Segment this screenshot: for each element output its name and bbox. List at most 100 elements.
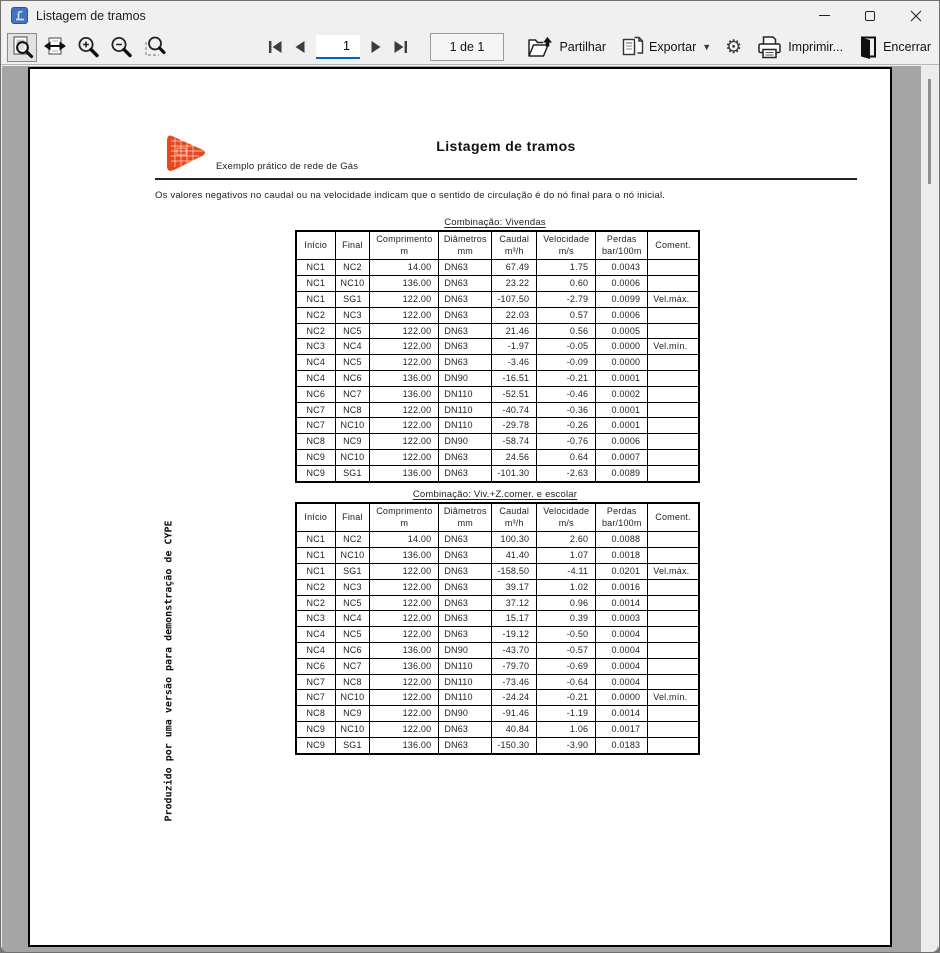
zoom-out-button[interactable]	[106, 33, 136, 62]
zoom-out-icon	[111, 37, 132, 58]
table-cell: 67.49	[491, 259, 538, 277]
table-row: NC8 NC9 122.00 DN90 -58.74 -0.76 0.0006	[295, 433, 700, 450]
report-document: Exemplo prático de rede de Gás Listagem …	[30, 69, 890, 945]
last-page-button[interactable]	[388, 34, 412, 60]
table-cell: NC5	[334, 626, 371, 643]
table-cell: NC6	[334, 641, 371, 659]
zoom-tools	[7, 32, 169, 62]
close-report-label: Encerrar	[883, 40, 931, 54]
export-button[interactable]: Exportar ▼	[620, 35, 711, 59]
table-cell: 0.0004	[595, 657, 649, 675]
close-button[interactable]	[893, 1, 939, 30]
table-cell: 136.00	[369, 464, 440, 483]
next-page-icon	[371, 41, 381, 53]
table-cell	[647, 385, 700, 403]
page-magnifier-icon	[13, 36, 34, 59]
table-cell: NC4	[295, 626, 336, 643]
table-row: NC3 NC4 122.00 DN63 -1.97 -0.05 0.0000 Vel.mín.	[295, 338, 700, 356]
table-cell: Vel.mín.	[647, 689, 700, 707]
table-cell: 0.57	[536, 306, 597, 324]
table-cell: 1.02	[536, 578, 597, 596]
table-cell: NC2	[295, 306, 336, 324]
table-header-row: Início Final Comprimento m Diâmetros mm Caudal…	[295, 502, 700, 533]
table-row: NC4 NC5 122.00 DN63 -19.12 -0.50 0.0004	[295, 626, 700, 643]
print-button[interactable]: Imprimir...	[756, 35, 843, 59]
table-cell: NC10	[334, 448, 371, 466]
toolbar: 1 de 1 Partilhar	[1, 30, 939, 65]
table-cell	[647, 531, 700, 549]
zoom-region-button[interactable]	[139, 33, 169, 62]
table-cell: -101.30	[491, 464, 538, 483]
column-header: Coment.	[647, 502, 700, 533]
table-cell: -158.50	[491, 562, 538, 580]
table-cell: 122.00	[369, 626, 440, 643]
table-cell: -0.76	[536, 433, 597, 450]
table-cell: 122.00	[369, 401, 440, 419]
table-cell: 0.0014	[595, 705, 649, 722]
column-header: Comprimento m	[369, 502, 440, 533]
fit-width-button[interactable]	[40, 33, 70, 62]
zoom-in-icon	[78, 37, 99, 58]
table-cell: 0.0004	[595, 673, 649, 691]
maximize-button[interactable]	[847, 1, 893, 30]
table-cell: 0.0006	[595, 275, 649, 292]
table-cell: 136.00	[369, 547, 440, 564]
vertical-scrollbar[interactable]	[921, 66, 938, 952]
table-cell: DN63	[438, 464, 493, 483]
table-cell: NC7	[295, 673, 336, 691]
table-cell: NC1	[295, 562, 336, 580]
table-cell: DN90	[438, 369, 493, 387]
first-page-button[interactable]	[264, 34, 288, 60]
table-cell: 136.00	[369, 275, 440, 292]
column-header: Início	[295, 502, 336, 533]
table-cell: NC1	[295, 275, 336, 292]
table-cell: NC10	[334, 689, 371, 707]
table-cell: 122.00	[369, 689, 440, 707]
action-buttons: Partilhar Exportar ▼ ⚙	[527, 35, 931, 59]
settings-button[interactable]: ⚙	[725, 38, 742, 57]
preview-zoom-button[interactable]	[7, 32, 37, 62]
export-icon	[622, 36, 644, 56]
table-cell: NC2	[334, 259, 371, 277]
close-report-button[interactable]: Encerrar	[857, 35, 931, 59]
table-cell: DN110	[438, 401, 493, 419]
table-cell	[647, 578, 700, 596]
page-number-input[interactable]	[316, 35, 360, 59]
column-header: Perdas bar/100m	[595, 502, 649, 533]
table-cell: 0.0088	[595, 531, 649, 549]
table-cell: DN63	[438, 338, 493, 356]
column-header: Diâmetros mm	[438, 502, 493, 533]
table-cell: 22.03	[491, 306, 538, 324]
table-cell	[647, 306, 700, 324]
share-label: Partilhar	[559, 40, 606, 54]
table-cell: SG1	[334, 290, 371, 308]
table-cell: 1.75	[536, 259, 597, 277]
gear-icon: ⚙	[725, 36, 743, 58]
table-cell: 0.0183	[595, 736, 649, 755]
table-cell: 122.00	[369, 322, 440, 340]
table-cell: 136.00	[369, 369, 440, 387]
zoom-in-button[interactable]	[73, 33, 103, 62]
table-cell: 0.0001	[595, 369, 649, 387]
table-cell: DN63	[438, 720, 493, 738]
table-cell: NC1	[295, 547, 336, 564]
table-cell: DN90	[438, 641, 493, 659]
maximize-icon	[865, 10, 875, 21]
previous-page-button[interactable]	[288, 34, 312, 60]
table-cell: NC6	[295, 385, 336, 403]
demo-watermark: Produzido por uma versão para demonstraç…	[163, 520, 175, 822]
share-button[interactable]: Partilhar	[527, 36, 606, 58]
next-page-button[interactable]	[364, 34, 388, 60]
table-cell: NC2	[295, 594, 336, 612]
document-note: Os valores negativos no caudal ou na vel…	[155, 190, 666, 201]
table-cell: 122.00	[369, 594, 440, 612]
header-rule	[155, 178, 857, 180]
table-cell: 0.0099	[595, 290, 649, 308]
table-row: NC8 NC9 122.00 DN90 -91.46 -1.19 0.0014	[295, 705, 700, 722]
scrollbar-thumb[interactable]	[928, 79, 931, 184]
minimize-button[interactable]	[801, 1, 847, 30]
table-cell: NC8	[334, 401, 371, 419]
table-cell: 100.30	[491, 531, 538, 549]
table-cell: -0.64	[536, 673, 597, 691]
